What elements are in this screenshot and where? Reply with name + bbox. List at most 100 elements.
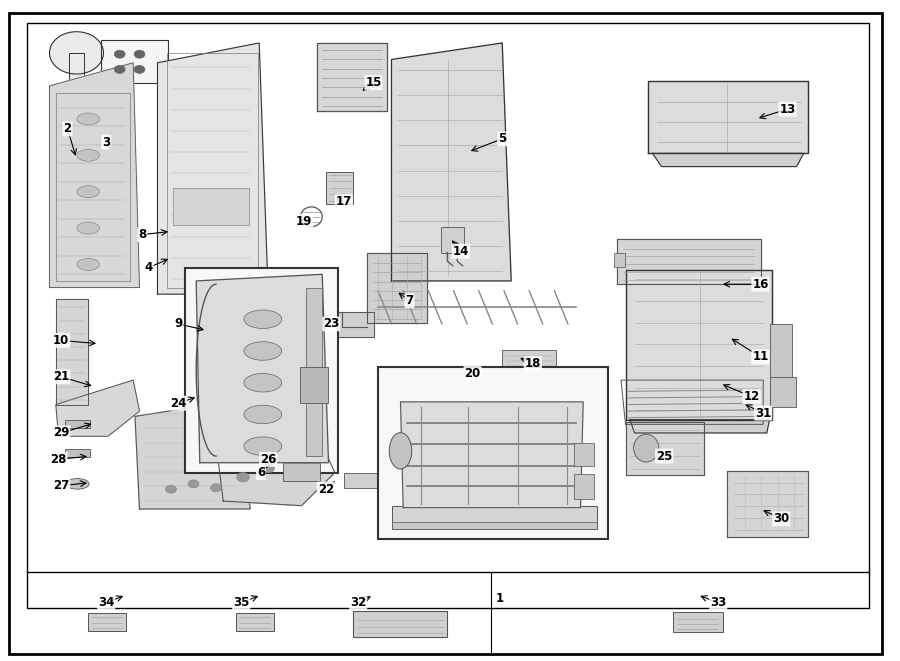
Text: 10: 10 — [53, 334, 69, 347]
Bar — [283, 463, 320, 481]
Text: 24: 24 — [170, 397, 186, 410]
Text: 25: 25 — [656, 449, 672, 463]
Text: 32: 32 — [350, 596, 366, 609]
Polygon shape — [616, 239, 760, 284]
Bar — [441, 227, 464, 253]
Text: 2: 2 — [63, 122, 72, 136]
Polygon shape — [50, 32, 104, 74]
Ellipse shape — [77, 149, 99, 161]
Text: 18: 18 — [525, 357, 541, 370]
Text: 12: 12 — [743, 390, 760, 403]
Circle shape — [166, 485, 176, 493]
Circle shape — [114, 50, 125, 58]
Text: 29: 29 — [53, 426, 69, 440]
Text: 28: 28 — [50, 453, 67, 466]
Text: 33: 33 — [710, 596, 726, 609]
Ellipse shape — [244, 373, 282, 392]
Polygon shape — [652, 153, 804, 167]
Text: 26: 26 — [260, 453, 276, 466]
Polygon shape — [56, 380, 140, 436]
Bar — [614, 253, 625, 267]
Circle shape — [188, 480, 199, 488]
Text: 5: 5 — [498, 132, 507, 145]
Ellipse shape — [77, 186, 99, 198]
Bar — [65, 449, 90, 457]
Bar — [574, 443, 594, 466]
Bar — [770, 324, 792, 403]
Polygon shape — [392, 43, 511, 281]
Polygon shape — [135, 400, 250, 509]
Ellipse shape — [389, 432, 412, 469]
Text: 1: 1 — [495, 592, 504, 605]
Circle shape — [114, 65, 125, 73]
Text: 9: 9 — [174, 317, 183, 330]
Ellipse shape — [244, 342, 282, 360]
Bar — [392, 522, 597, 529]
Text: 22: 22 — [318, 483, 334, 496]
Circle shape — [134, 65, 145, 73]
Bar — [236, 613, 274, 631]
Text: 11: 11 — [752, 350, 769, 364]
Text: 13: 13 — [779, 102, 796, 116]
Ellipse shape — [244, 437, 282, 455]
Text: 3: 3 — [102, 136, 111, 149]
Bar — [173, 188, 249, 225]
Bar — [326, 172, 353, 204]
Bar — [166, 53, 258, 288]
Polygon shape — [630, 420, 770, 433]
Ellipse shape — [77, 222, 99, 234]
Bar — [101, 40, 168, 83]
Bar — [502, 350, 556, 369]
Polygon shape — [367, 253, 427, 323]
Text: 17: 17 — [336, 195, 352, 208]
Text: 14: 14 — [453, 245, 469, 258]
Polygon shape — [317, 43, 387, 111]
Polygon shape — [50, 63, 140, 288]
Circle shape — [284, 470, 296, 479]
Circle shape — [134, 50, 145, 58]
Text: 8: 8 — [138, 228, 147, 241]
Bar — [378, 367, 608, 539]
Text: 30: 30 — [773, 512, 789, 525]
Ellipse shape — [66, 479, 89, 489]
Polygon shape — [56, 299, 88, 405]
Bar — [344, 473, 378, 488]
Circle shape — [237, 473, 249, 482]
Text: 35: 35 — [233, 596, 249, 609]
Bar — [65, 420, 90, 428]
Text: 20: 20 — [464, 367, 481, 380]
Text: 6: 6 — [256, 466, 266, 479]
Text: 7: 7 — [405, 294, 414, 307]
Text: 31: 31 — [755, 407, 771, 420]
Polygon shape — [727, 471, 808, 537]
Ellipse shape — [244, 310, 282, 329]
Ellipse shape — [77, 113, 99, 125]
Bar — [56, 93, 130, 281]
Bar — [574, 474, 594, 499]
Text: 21: 21 — [53, 370, 69, 383]
Ellipse shape — [244, 405, 282, 424]
Polygon shape — [218, 424, 335, 506]
Bar — [770, 377, 796, 407]
Polygon shape — [158, 43, 268, 294]
Polygon shape — [626, 270, 772, 420]
Circle shape — [211, 484, 221, 492]
Ellipse shape — [634, 434, 659, 462]
Polygon shape — [196, 274, 328, 463]
Bar — [306, 288, 322, 456]
Bar — [184, 268, 338, 473]
Text: 16: 16 — [752, 278, 769, 291]
Polygon shape — [335, 312, 374, 337]
Bar — [88, 613, 126, 631]
Polygon shape — [400, 402, 583, 508]
Text: 15: 15 — [365, 76, 382, 89]
Text: 23: 23 — [323, 317, 339, 330]
Polygon shape — [626, 422, 704, 475]
Bar — [673, 612, 723, 632]
Ellipse shape — [77, 258, 99, 270]
Bar — [69, 53, 84, 85]
Text: 19: 19 — [296, 215, 312, 228]
Bar — [27, 23, 868, 608]
Bar — [392, 506, 597, 529]
Polygon shape — [648, 81, 808, 153]
